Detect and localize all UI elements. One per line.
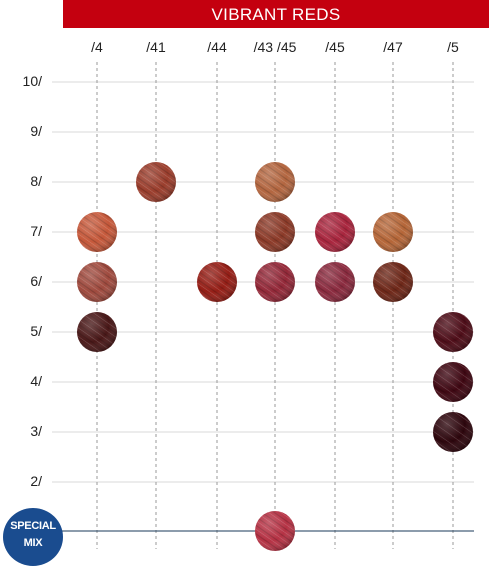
special-mix-label: SPECIAL MIX xyxy=(3,518,63,552)
swatch-c4-r7[interactable] xyxy=(77,212,117,252)
special-mix-badge xyxy=(3,508,63,566)
column-label-c45: /45 xyxy=(325,39,345,55)
special-mix-line2: MIX xyxy=(23,537,43,549)
swatch-c41-r8[interactable] xyxy=(136,162,176,202)
row-label-r2: 2/ xyxy=(30,473,42,489)
row-label-r5: 5/ xyxy=(30,323,42,339)
swatch-c45-r6[interactable] xyxy=(315,262,355,302)
swatch-c4345-special[interactable] xyxy=(255,511,295,551)
swatch-c45-r7[interactable] xyxy=(315,212,355,252)
swatch-c44-r6[interactable] xyxy=(197,262,237,302)
swatch-c4-r5[interactable] xyxy=(77,312,117,352)
swatch-c4345-r7[interactable] xyxy=(255,212,295,252)
swatch-c5-r4[interactable] xyxy=(433,362,473,402)
swatch-c47-r7[interactable] xyxy=(373,212,413,252)
row-label-r7: 7/ xyxy=(30,223,42,239)
row-label-r4: 4/ xyxy=(30,373,42,389)
swatch-c47-r6[interactable] xyxy=(373,262,413,302)
swatch-c4345-r8[interactable] xyxy=(255,162,295,202)
row-label-r8: 8/ xyxy=(30,173,42,189)
column-label-c5: /5 xyxy=(447,39,459,55)
row-label-r6: 6/ xyxy=(30,273,42,289)
column-label-c44: /44 xyxy=(207,39,227,55)
page-title: VIBRANT REDS xyxy=(211,5,341,24)
row-label-r9: 9/ xyxy=(30,123,42,139)
swatch-c5-r5[interactable] xyxy=(433,312,473,352)
column-label-c41: /41 xyxy=(146,39,166,55)
swatch-c5-r3[interactable] xyxy=(433,412,473,452)
column-label-c47: /47 xyxy=(383,39,403,55)
header-band xyxy=(63,0,489,28)
swatch-c4345-r6[interactable] xyxy=(255,262,295,302)
swatch-c4-r6[interactable] xyxy=(77,262,117,302)
column-label-c4345: /43 /45 xyxy=(253,39,297,55)
row-label-r3: 3/ xyxy=(30,423,42,439)
special-mix-line1: SPECIAL xyxy=(10,520,56,532)
row-label-r10: 10/ xyxy=(22,73,42,89)
column-label-c4: /4 xyxy=(91,39,103,55)
